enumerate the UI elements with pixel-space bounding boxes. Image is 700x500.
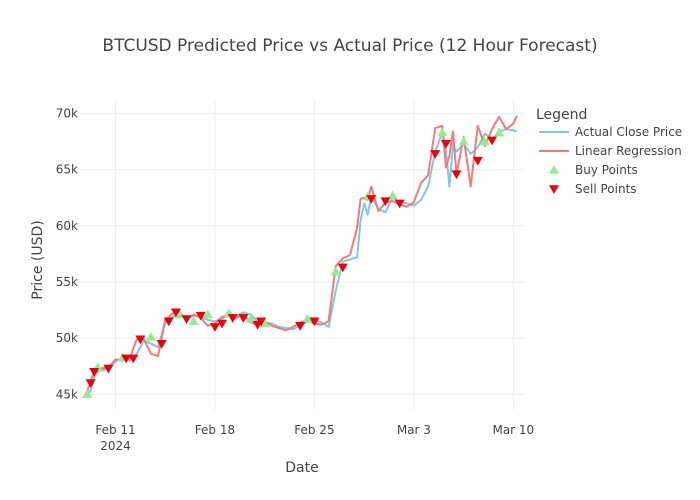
sell-point-marker — [181, 315, 192, 325]
sell-point-marker — [195, 311, 206, 321]
x-tick-label: Feb 25 — [294, 423, 334, 437]
buy-point-marker — [174, 309, 185, 319]
sell-point-marker — [227, 314, 238, 323]
sell-point-marker — [103, 364, 114, 374]
legend-label: Sell Points — [575, 182, 637, 196]
buy-point-marker — [245, 314, 256, 323]
x-tick-label: Feb 18 — [195, 423, 235, 437]
buy-point-marker — [188, 316, 199, 326]
legend[interactable]: Legend Actual Close Price Linear Regressi… — [536, 107, 682, 196]
buy-point-marker — [330, 266, 341, 276]
sell-point-marker — [135, 335, 146, 345]
legend-label: Actual Close Price — [575, 125, 682, 139]
sell-point-marker — [295, 322, 306, 331]
buy-point-marker — [259, 318, 270, 328]
legend-title: Legend — [536, 107, 587, 123]
sell-point-marker — [209, 323, 220, 332]
buy-point-marker — [387, 190, 398, 200]
series-markers — [82, 127, 505, 399]
legend-items: Actual Close Price Linear Regression Buy P… — [539, 125, 682, 196]
buy-point-marker — [146, 331, 157, 341]
sell-point-marker — [309, 317, 320, 327]
buy-point-marker — [302, 314, 313, 323]
sell-point-marker — [487, 136, 498, 146]
legend-item[interactable]: Linear Regression — [539, 144, 682, 158]
legend-swatch-marker — [549, 165, 559, 174]
sell-point-marker — [156, 339, 167, 349]
chart-title: BTCUSD Predicted Price vs Actual Price (… — [102, 36, 597, 56]
x-tick-label: Mar 3 — [397, 423, 431, 437]
sell-point-marker — [337, 263, 348, 273]
sell-point-marker — [238, 314, 249, 323]
sell-point-marker — [440, 140, 451, 149]
sell-point-marker — [451, 170, 462, 180]
sell-point-marker — [128, 354, 139, 364]
x-tick-label: Mar 10 — [492, 423, 534, 437]
sell-point-marker — [85, 379, 96, 389]
sell-point-marker — [366, 195, 377, 204]
x-axis-ticks: Feb 11 2024 Feb 18 Feb 25 Mar 3 Mar 10 — [95, 423, 534, 453]
x-axis-title: Date — [285, 460, 318, 476]
y-axis-ticks: 45k 50k 55k 60k 65k 70k — [56, 106, 78, 401]
legend-swatch-marker — [549, 185, 559, 194]
legend-item[interactable]: Actual Close Price — [539, 125, 682, 139]
buy-point-marker — [82, 389, 93, 399]
sell-point-marker — [472, 156, 483, 166]
buy-point-marker — [494, 127, 505, 137]
legend-label: Buy Points — [575, 163, 638, 177]
sell-point-marker — [89, 368, 100, 377]
legend-item[interactable]: Buy Points — [549, 163, 638, 177]
sell-point-marker — [217, 319, 228, 329]
y-axis-title: Price (USD) — [30, 220, 46, 299]
sell-point-marker — [380, 197, 391, 207]
buy-point-marker — [437, 127, 448, 137]
y-tick-label: 65k — [56, 163, 78, 177]
buy-point-marker — [458, 136, 469, 146]
sell-point-marker — [121, 354, 132, 364]
legend-label: Linear Regression — [575, 144, 682, 158]
legend-item[interactable]: Sell Points — [549, 182, 637, 196]
y-tick-label: 70k — [56, 106, 78, 120]
sell-point-marker — [394, 199, 405, 209]
y-tick-label: 45k — [56, 387, 78, 401]
sell-point-marker — [430, 150, 441, 159]
sell-point-marker — [170, 308, 181, 318]
x-tick-sublabel: 2024 — [100, 439, 131, 453]
buy-point-marker — [202, 309, 213, 319]
y-tick-label: 55k — [56, 275, 78, 289]
buy-point-marker — [479, 136, 490, 146]
x-gridlines — [115, 100, 514, 410]
y-tick-label: 50k — [56, 331, 78, 345]
sell-point-marker — [256, 317, 267, 327]
x-tick-label: Feb 11 — [95, 423, 135, 437]
y-tick-label: 60k — [56, 219, 78, 233]
sell-point-marker — [163, 317, 174, 327]
